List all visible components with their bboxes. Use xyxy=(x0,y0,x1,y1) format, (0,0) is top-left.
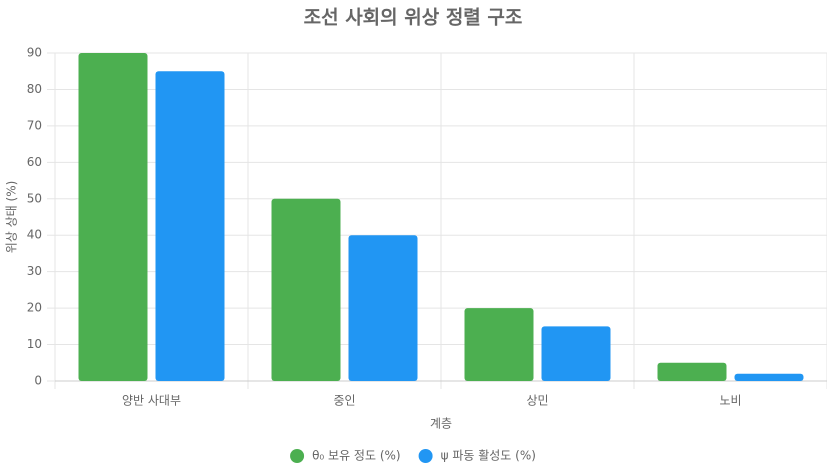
x-axis-label: 계층 xyxy=(430,417,452,431)
bar xyxy=(271,198,341,381)
y-tick-label: 20 xyxy=(27,301,42,315)
x-tick-label: 노비 xyxy=(719,394,741,408)
y-axis-label: 위상 상태 (%) xyxy=(5,181,19,254)
y-tick-label: 0 xyxy=(34,374,42,388)
bar xyxy=(348,235,418,381)
bar xyxy=(78,53,148,381)
y-tick-label: 40 xyxy=(27,228,42,242)
y-tick-label: 70 xyxy=(27,118,42,132)
legend-label: θ₀ 보유 정도 (%) xyxy=(312,449,401,463)
y-tick-label: 50 xyxy=(27,191,42,205)
legend-marker xyxy=(290,449,305,463)
chart-title: 조선 사회의 위상 정렬 구조 xyxy=(304,7,523,29)
y-tick-label: 90 xyxy=(27,46,42,60)
bar xyxy=(541,326,611,381)
bar xyxy=(657,362,727,381)
bar xyxy=(464,308,534,381)
legend-marker xyxy=(418,449,433,463)
bar xyxy=(734,373,804,381)
legend-label: ψ 파동 활성도 (%) xyxy=(441,449,536,463)
x-tick-label: 중인 xyxy=(333,394,355,408)
bar xyxy=(155,71,225,381)
y-tick-label: 30 xyxy=(27,264,42,278)
x-tick-label: 양반 사대부 xyxy=(122,394,181,408)
x-tick-label: 상민 xyxy=(526,394,548,408)
y-tick-label: 60 xyxy=(27,155,42,169)
y-tick-label: 10 xyxy=(27,337,42,351)
y-tick-label: 80 xyxy=(27,82,42,96)
